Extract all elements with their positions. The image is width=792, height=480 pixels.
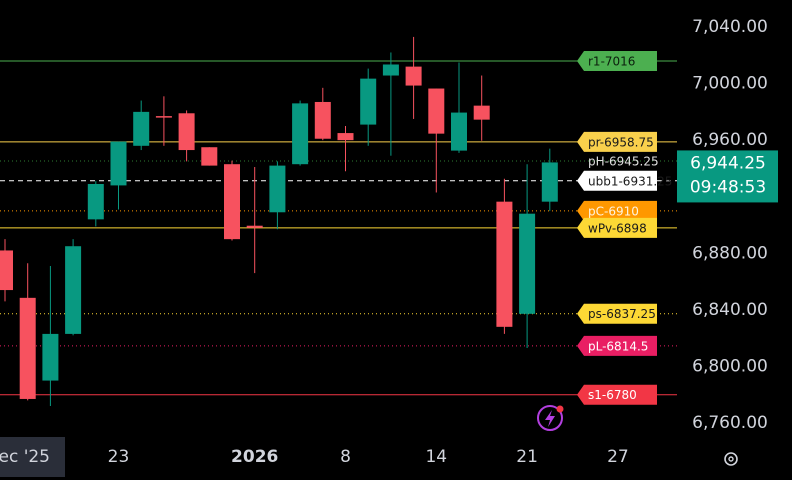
- x-tick-label: 21: [516, 447, 538, 467]
- last-price-label: 6,944.25: [690, 153, 766, 173]
- level-label: pL-6814.5: [588, 339, 648, 353]
- overlay: 7,040.00 7,000.00 6,960.00 6,880.00 6,840.00…: [0, 17, 778, 477]
- candle-body: [360, 78, 377, 125]
- level-label-box: [577, 200, 657, 221]
- x-tick-label: 23: [108, 447, 130, 467]
- level-label-box: [577, 217, 657, 238]
- x-tick-label: 14: [425, 447, 447, 467]
- level-label-box: [577, 303, 657, 324]
- x-tick-label: 27: [607, 447, 629, 467]
- level-label: pC-6910: [588, 204, 639, 218]
- candle-body: [178, 113, 195, 151]
- level-label-box: [577, 131, 657, 152]
- x-sticky-box: [0, 437, 65, 477]
- candle-body: [337, 133, 354, 141]
- candle-body: [473, 105, 490, 120]
- candle-body: [451, 112, 467, 151]
- level-label: pH-6945.25: [588, 155, 659, 169]
- last-price-box: [677, 150, 778, 203]
- candle-body: [65, 246, 82, 334]
- candle-body: [496, 201, 513, 327]
- settings-icon[interactable]: [724, 452, 738, 466]
- candle-body: [155, 116, 172, 118]
- level-label: pr-6958.75: [588, 135, 654, 149]
- y-tick-label: 6,880.00: [692, 243, 768, 263]
- candle-body: [110, 141, 127, 186]
- candle-body: [269, 165, 286, 213]
- x-sticky-label: Dec '25: [0, 447, 50, 467]
- candle-body: [224, 164, 240, 240]
- candle-body: [87, 183, 104, 220]
- y-tick-label: 6,840.00: [692, 300, 768, 320]
- candle-body: [382, 64, 399, 76]
- y-tick-label: 7,040.00: [692, 17, 768, 37]
- level-label: s1-6780: [588, 388, 637, 402]
- candle-body: [19, 297, 36, 399]
- level-label-box: [577, 384, 657, 405]
- x-tick-label: 8: [340, 447, 351, 467]
- y-tick-label: 6,960.00: [692, 130, 768, 150]
- level-label: wPv-6898: [588, 221, 647, 235]
- candle-body: [42, 333, 59, 381]
- candle-body: [519, 213, 536, 314]
- candle-body: [201, 147, 218, 166]
- level-label-box: [577, 170, 657, 191]
- alert-icon[interactable]: [537, 405, 564, 431]
- candle-body: [133, 111, 150, 146]
- level-label: ubb1-6931.25: [588, 174, 672, 188]
- plot-area: [0, 36, 677, 407]
- level-label: r1-7016: [588, 54, 635, 68]
- candle-body: [0, 250, 13, 291]
- candle-body: [246, 225, 263, 228]
- y-tick-label: 7,000.00: [692, 74, 768, 94]
- y-tick-label: 6,760.00: [692, 413, 768, 433]
- y-tick-label: 6,800.00: [692, 356, 768, 376]
- candle-body: [292, 103, 309, 165]
- x-tick-label: 2026: [231, 447, 278, 467]
- candle-body: [428, 88, 445, 134]
- level-label-box: [577, 50, 657, 71]
- level-label-box: [577, 335, 657, 356]
- candle-body: [405, 66, 422, 86]
- candle-body: [314, 101, 331, 139]
- level-label: ps-6837.25: [588, 307, 656, 321]
- candle-body: [541, 162, 558, 202]
- countdown-label: 09:48:53: [690, 177, 766, 197]
